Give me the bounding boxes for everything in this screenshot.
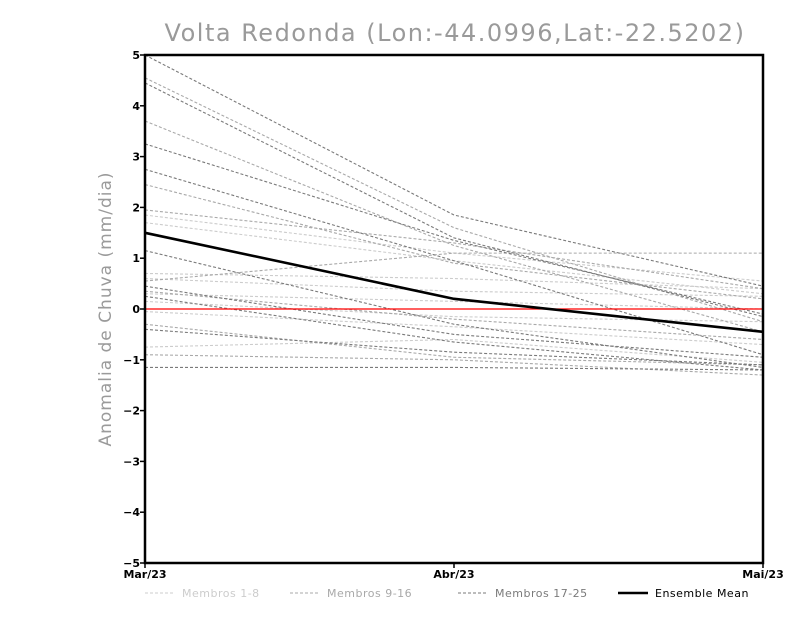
ensemble-mean-line [144, 231, 764, 334]
member-line-g1-m4 [144, 293, 764, 310]
x-tick-label: Abr/23 [433, 568, 474, 581]
member-line-g3-m7 [144, 295, 764, 371]
plot-area: −5 −4 −3 −2 −1 0 1 2 3 4 5 Mar/23 Abr/23 Mai/23 [123, 49, 784, 581]
member-line-g2-m5 [144, 290, 764, 341]
member-line-g1-m8 [144, 222, 764, 295]
y-axis-label: Anomalia de Chuva (mm/dia) [96, 171, 116, 446]
y-tick-label: −1 [123, 354, 140, 367]
legend: Membros 1-8 Membros 9-16 Membros 17-25 Ense… [145, 587, 749, 600]
member-line-g2-m2 [144, 120, 764, 333]
member-line-g2-m6 [144, 323, 764, 366]
member-line-g3-m9 [145, 366, 764, 371]
y-tick-label: −4 [123, 506, 140, 519]
member-line-g3-m1 [144, 54, 764, 287]
member-line-g3-m4 [144, 168, 764, 356]
member-line-g3-m8 [144, 328, 764, 366]
member-line-g1-m3 [144, 277, 764, 297]
y-tick-label: 2 [132, 201, 140, 214]
member-line-g1-m2 [144, 272, 764, 290]
y-tick-label: 4 [132, 100, 140, 113]
member-line-g1-m7 [144, 338, 764, 363]
member-line-g2-m8 [144, 209, 764, 290]
y-tick-label: 1 [132, 252, 140, 265]
member-line-g3-m3 [144, 143, 764, 315]
member-line-g3-m2 [144, 82, 764, 318]
y-tick-label: −5 [123, 557, 140, 570]
member-line-g2-m3 [144, 184, 764, 300]
y-tick-label: 3 [132, 151, 140, 164]
legend-label: Membros 17-25 [495, 587, 588, 600]
x-tick-label: Mar/23 [123, 568, 166, 581]
chart-title: Volta Redonda (Lon:-44.0996,Lat:-22.5202… [165, 19, 746, 47]
legend-label: Membros 9-16 [327, 587, 412, 600]
y-tick-label: 5 [132, 49, 140, 62]
x-tick-label: Mai/23 [742, 568, 783, 581]
member-line-g3-m5 [144, 250, 764, 368]
member-line-g1-m6 [144, 310, 764, 346]
member-line-g2-m4 [144, 252, 763, 282]
member-line-g3-m6 [144, 285, 764, 358]
legend-label: Ensemble Mean [655, 587, 749, 600]
legend-label: Membros 1-8 [182, 587, 260, 600]
member-line-g2-m7 [144, 354, 764, 376]
y-tick-label: −3 [123, 455, 140, 468]
y-tick-label: −2 [123, 405, 140, 418]
y-tick-label: 0 [132, 303, 140, 316]
member-line-g1-m1 [144, 214, 764, 282]
